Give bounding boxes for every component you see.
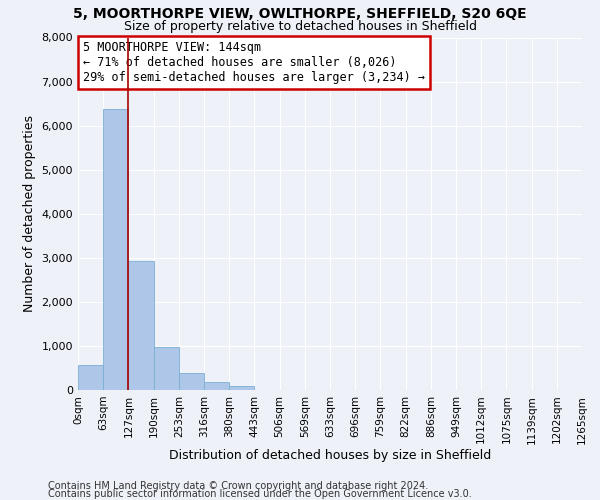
Bar [204,382,229,390]
Y-axis label: Number of detached properties: Number of detached properties [23,116,36,312]
Bar [103,109,128,390]
X-axis label: Distribution of detached houses by size in Sheffield: Distribution of detached houses by size … [169,449,491,462]
Text: Contains HM Land Registry data © Crown copyright and database right 2024.: Contains HM Land Registry data © Crown c… [48,481,428,491]
Bar [78,366,103,390]
Bar [128,261,154,390]
Bar [229,386,254,390]
Bar [154,347,179,390]
Bar [179,374,204,390]
Text: Contains public sector information licensed under the Open Government Licence v3: Contains public sector information licen… [48,489,472,499]
Text: 5, MOORTHORPE VIEW, OWLTHORPE, SHEFFIELD, S20 6QE: 5, MOORTHORPE VIEW, OWLTHORPE, SHEFFIELD… [73,8,527,22]
Text: Size of property relative to detached houses in Sheffield: Size of property relative to detached ho… [124,20,476,33]
Text: 5 MOORTHORPE VIEW: 144sqm
← 71% of detached houses are smaller (8,026)
29% of se: 5 MOORTHORPE VIEW: 144sqm ← 71% of detac… [83,41,425,84]
